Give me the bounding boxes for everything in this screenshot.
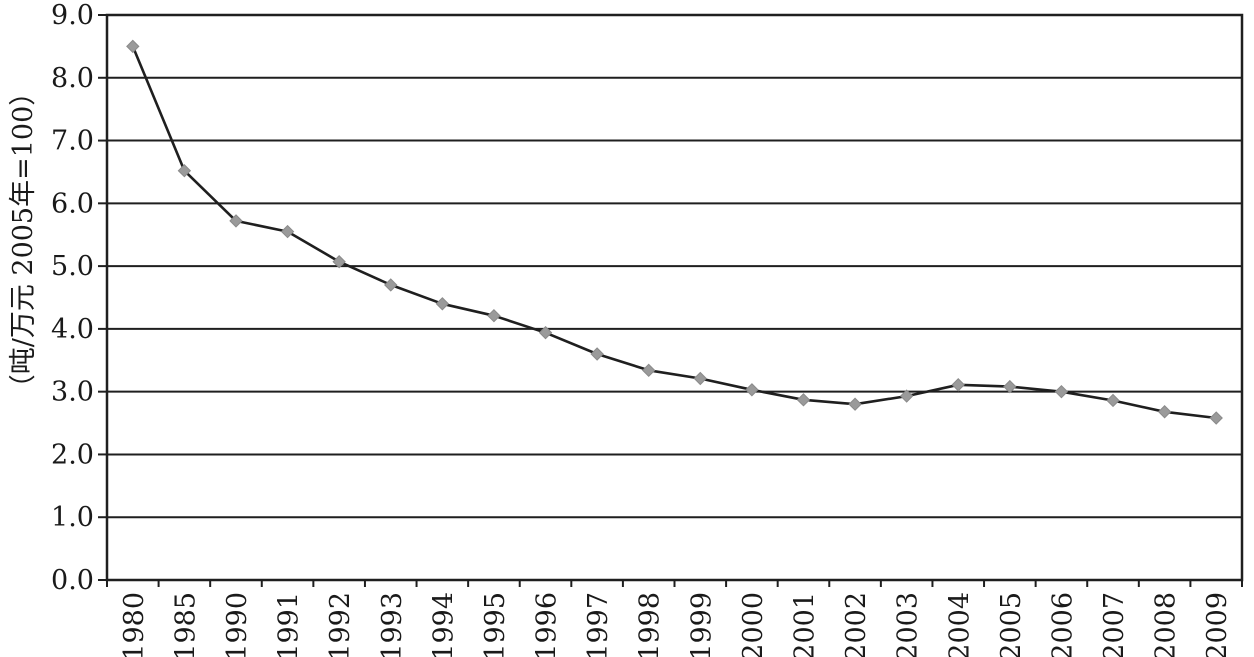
- data-point-marker: [1209, 411, 1223, 425]
- x-axis-tick-label: 1995: [480, 592, 511, 657]
- data-point-marker: [1157, 405, 1172, 419]
- y-axis-tick-label: 3.0: [51, 377, 94, 408]
- x-axis-tick-label: 1985: [170, 592, 201, 657]
- x-axis-tick-label: 2004: [944, 592, 975, 657]
- data-point-marker: [796, 393, 811, 407]
- y-axis-tick-label: 5.0: [51, 251, 94, 282]
- x-axis-tick-label: 1994: [428, 592, 459, 657]
- y-axis-tick-label: 0.0: [51, 565, 94, 596]
- x-axis-tick-label: 2001: [789, 592, 820, 657]
- data-point-marker: [1106, 393, 1120, 408]
- data-point-marker: [848, 397, 862, 411]
- data-point-marker: [229, 214, 243, 228]
- data-point-marker: [745, 383, 759, 397]
- data-point-marker: [1054, 384, 1069, 399]
- x-axis-tick-label: 2005: [996, 592, 1027, 657]
- y-axis-tick-label: 2.0: [51, 439, 94, 470]
- x-axis-tick-label: 1997: [583, 592, 614, 657]
- data-point-marker: [126, 39, 140, 54]
- y-axis-tick-label: 4.0: [51, 314, 94, 345]
- data-point-marker: [951, 378, 965, 392]
- x-axis-tick-label: 2003: [893, 592, 924, 657]
- x-axis-tick-label: 2009: [1202, 592, 1233, 657]
- x-axis-tick-label: 1991: [274, 592, 305, 657]
- data-point-marker: [384, 278, 398, 292]
- x-axis-tick-label: 2002: [841, 592, 872, 657]
- data-point-marker: [435, 297, 450, 311]
- x-axis-tick-label: 1992: [325, 592, 356, 657]
- x-axis-tick-label: 1990: [222, 592, 253, 657]
- x-axis-tick-label: 2000: [738, 592, 769, 657]
- data-point-marker: [641, 363, 656, 378]
- data-point-marker: [177, 163, 192, 178]
- x-axis-tick-label: 1998: [635, 592, 666, 657]
- x-axis-tick-label: 1999: [686, 592, 717, 657]
- y-axis-tick-label: 9.0: [51, 0, 94, 31]
- y-axis-tick-label: 1.0: [51, 502, 94, 533]
- data-line-energy-intensity-line: [131, 45, 1218, 420]
- data-point-marker: [590, 347, 604, 361]
- y-axis-tick-label: 6.0: [51, 188, 94, 219]
- data-point-marker: [693, 371, 708, 386]
- data-point-marker: [538, 325, 553, 340]
- y-axis-title: （吨/万元 2005年=100）: [8, 79, 39, 402]
- data-point-marker: [280, 224, 295, 239]
- data-point-marker: [1003, 379, 1017, 394]
- x-axis-tick-label: 2008: [1151, 592, 1182, 657]
- data-point-marker: [487, 308, 501, 323]
- y-axis-tick-label: 7.0: [51, 126, 94, 157]
- data-point-marker: [332, 255, 346, 269]
- x-axis-tick-label: 1996: [532, 592, 563, 657]
- x-axis-tick-label: 1980: [119, 592, 150, 657]
- x-axis-tick-label: 1993: [377, 592, 408, 657]
- data-point-marker: [899, 389, 914, 403]
- y-axis-tick-label: 8.0: [51, 63, 94, 94]
- x-axis-tick-label: 2007: [1099, 592, 1130, 657]
- x-axis-tick-label: 2006: [1047, 592, 1078, 657]
